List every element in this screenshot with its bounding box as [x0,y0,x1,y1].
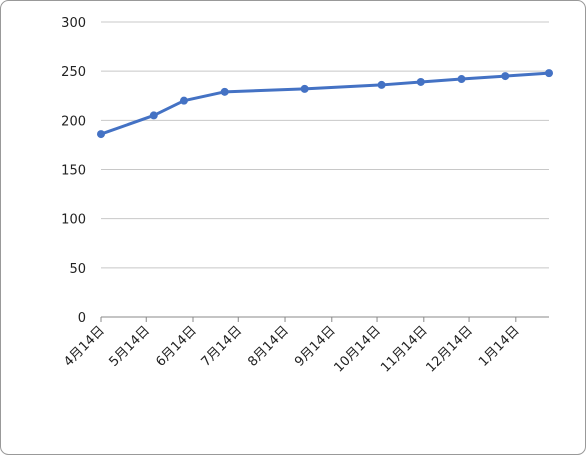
point [501,72,510,81]
y-tick-label: 200 [61,114,86,129]
point [220,87,229,96]
y-tick-label: 250 [61,65,86,80]
line [100,71,550,136]
y-tick-label: 100 [61,213,86,228]
y-tick-label: 150 [61,164,86,179]
point [97,130,105,139]
point [416,77,425,86]
point [300,84,309,93]
point [457,75,466,84]
point [149,111,158,120]
point [545,69,553,78]
y-tick-label: 0 [78,311,86,326]
point [179,96,188,105]
y-tick-label: 50 [69,262,86,277]
point [377,80,386,89]
y-tick-label: 300 [61,16,86,31]
